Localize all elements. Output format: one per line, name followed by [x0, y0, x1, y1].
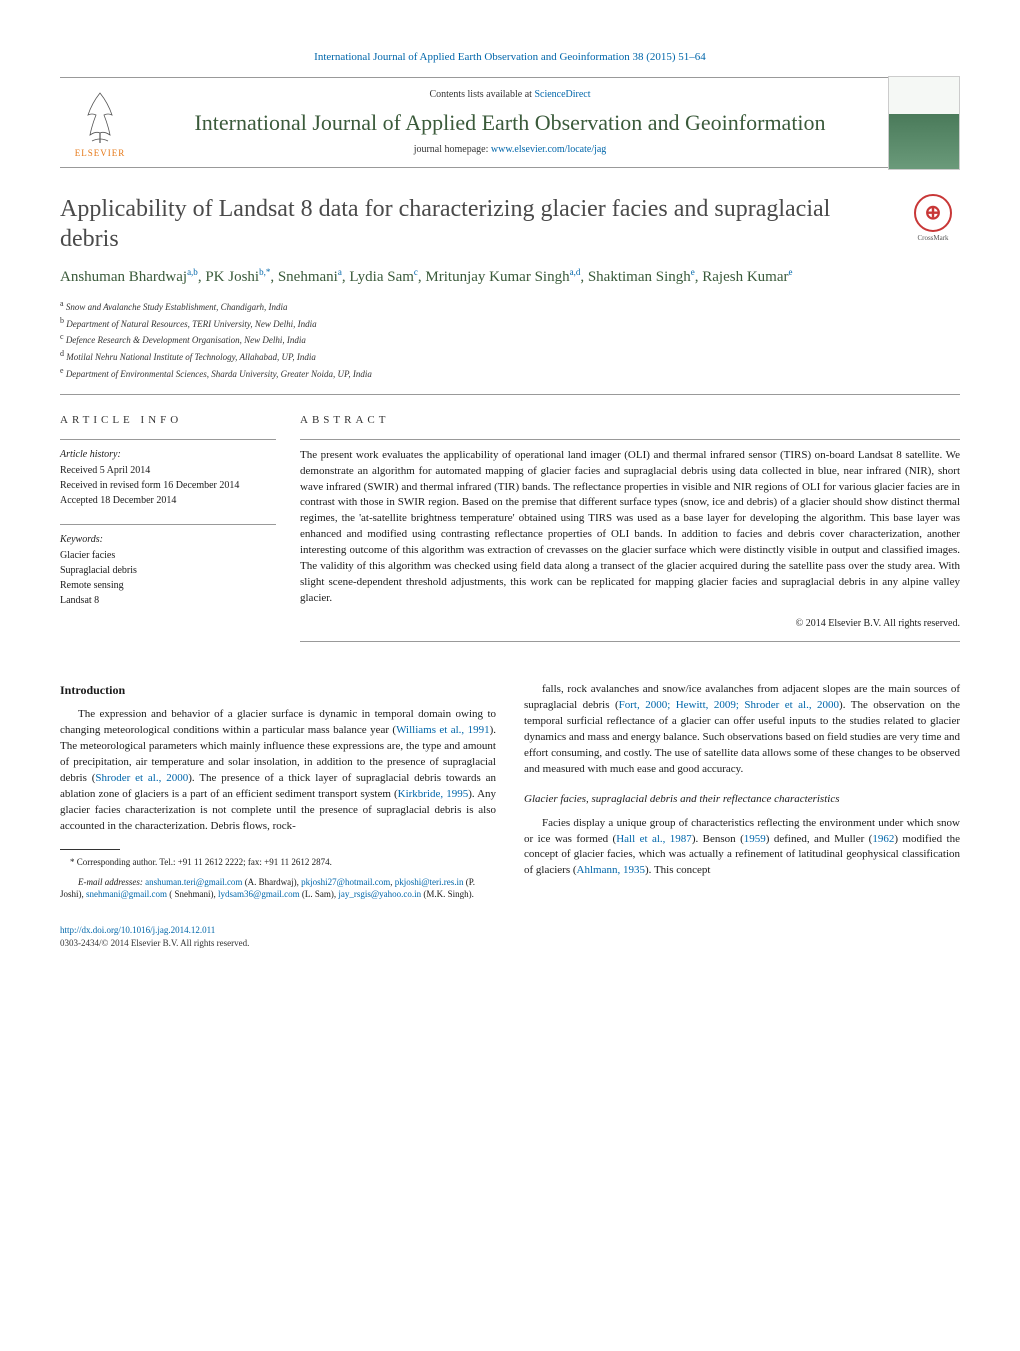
email-link[interactable]: snehmani@gmail.com [86, 889, 167, 899]
homepage-link[interactable]: www.elsevier.com/locate/jag [491, 144, 606, 155]
author-name: Mritunjay Kumar Singh [425, 269, 569, 285]
body-columns: Introduction The expression and behavior… [60, 682, 960, 900]
publisher-logo: ELSEVIER [60, 78, 140, 168]
keywords-title: Keywords: [60, 533, 276, 547]
citation[interactable]: Williams et al., 1991 [396, 724, 489, 736]
homepage-prefix: journal homepage: [414, 144, 491, 155]
citation[interactable]: 1962 [872, 833, 894, 845]
citation[interactable]: Fort, 2000; Hewitt, 2009; Shroder et al.… [619, 699, 839, 711]
doi-link[interactable]: http://dx.doi.org/10.1016/j.jag.2014.12.… [60, 925, 215, 935]
article-title: Applicability of Landsat 8 data for char… [60, 194, 960, 254]
contents-available-line: Contents lists available at ScienceDirec… [180, 88, 840, 102]
affiliation: d Motilal Nehru National Institute of Te… [60, 348, 960, 364]
history-accepted: Accepted 18 December 2014 [60, 494, 276, 508]
section-heading-introduction: Introduction [60, 682, 496, 699]
affiliation: b Department of Natural Resources, TERI … [60, 315, 960, 331]
crossmark-icon: ⊕ [914, 194, 952, 232]
author-affiliation-marker: e [788, 267, 792, 277]
citation[interactable]: 1959 [744, 833, 766, 845]
author-affiliation-marker: e [691, 267, 695, 277]
footnote-separator [60, 849, 120, 850]
body-paragraph: The expression and behavior of a glacier… [60, 707, 496, 835]
info-abstract-row: ARTICLE INFO Article history: Received 5… [60, 394, 960, 642]
crossmark-badge[interactable]: ⊕ CrossMark [906, 194, 960, 248]
citation-link[interactable]: International Journal of Applied Earth O… [314, 51, 706, 63]
journal-title: International Journal of Applied Earth O… [180, 110, 840, 136]
abstract-column: ABSTRACT The present work evaluates the … [300, 413, 960, 642]
citation[interactable]: Ahlmann, 1935 [577, 864, 645, 876]
elsevier-tree-icon [72, 85, 128, 145]
email-link[interactable]: lydsam36@gmail.com [218, 889, 300, 899]
citation[interactable]: Hall et al., 1987 [616, 833, 692, 845]
banner-center: Contents lists available at ScienceDirec… [60, 88, 960, 156]
affiliations-list: a Snow and Avalanche Study Establishment… [60, 298, 960, 380]
keywords-block: Keywords: Glacier facies Supraglacial de… [60, 524, 276, 608]
article-info-column: ARTICLE INFO Article history: Received 5… [60, 413, 300, 642]
email-link[interactable]: pkjoshi@teri.res.in [395, 877, 464, 887]
affiliation: c Defence Research & Development Organis… [60, 331, 960, 347]
page-footer: http://dx.doi.org/10.1016/j.jag.2014.12.… [60, 924, 960, 949]
keyword: Supraglacial debris [60, 564, 276, 578]
author-affiliation-marker: b,* [259, 267, 270, 277]
header-citation: International Journal of Applied Earth O… [60, 50, 960, 65]
citation[interactable]: Shroder et al., 2000 [95, 772, 188, 784]
author-affiliation-marker: a,d [570, 267, 581, 277]
history-received: Received 5 April 2014 [60, 464, 276, 478]
author-affiliation-marker: a,b [187, 267, 198, 277]
affiliation: a Snow and Avalanche Study Establishment… [60, 298, 960, 314]
crossmark-label: CrossMark [917, 234, 948, 244]
corresponding-author-footnote: * Corresponding author. Tel.: +91 11 261… [60, 856, 496, 900]
article-info-label: ARTICLE INFO [60, 413, 276, 428]
footnote-emails: E-mail addresses: anshuman.teri@gmail.co… [60, 876, 496, 900]
author-name: Rajesh Kumar [702, 269, 788, 285]
author-name: PK Joshi [205, 269, 259, 285]
abstract-rule [300, 641, 960, 642]
article-page: International Journal of Applied Earth O… [0, 0, 1020, 1000]
author-affiliation-marker: a [338, 267, 342, 277]
contents-text: Contents lists available at [429, 89, 534, 100]
citation[interactable]: Ahlmann, 1935 [577, 864, 645, 876]
history-revised: Received in revised form 16 December 201… [60, 479, 276, 493]
sciencedirect-link[interactable]: ScienceDirect [534, 89, 590, 100]
publisher-name: ELSEVIER [75, 147, 126, 160]
article-history: Article history: Received 5 April 2014 R… [60, 439, 276, 508]
journal-homepage-line: journal homepage: www.elsevier.com/locat… [180, 143, 840, 157]
footnote-corr: * Corresponding author. Tel.: +91 11 261… [60, 856, 496, 868]
abstract-label: ABSTRACT [300, 413, 960, 428]
abstract-copyright: © 2014 Elsevier B.V. All rights reserved… [300, 617, 960, 631]
author-list: Anshuman Bhardwaja,b, PK Joshib,*, Snehm… [60, 266, 960, 289]
citation[interactable]: Kirkbride, 1995 [398, 788, 469, 800]
subsection-heading: Glacier facies, supraglacial debris and … [524, 792, 960, 808]
email-label: E-mail addresses: [78, 877, 145, 887]
affiliation: e Department of Environmental Sciences, … [60, 365, 960, 381]
title-block: Applicability of Landsat 8 data for char… [60, 194, 960, 254]
email-link[interactable]: jay_rsgis@yahoo.co.in [338, 889, 421, 899]
issn-copyright: 0303-2434/© 2014 Elsevier B.V. All right… [60, 938, 249, 948]
journal-cover-thumbnail [888, 76, 960, 170]
author-name: Snehmani [278, 269, 338, 285]
journal-banner: ELSEVIER Contents lists available at Sci… [60, 77, 960, 167]
email-link[interactable]: anshuman.teri@gmail.com [145, 877, 242, 887]
author-affiliation-marker: c [414, 267, 418, 277]
body-paragraph: falls, rock avalanches and snow/ice aval… [524, 682, 960, 778]
body-paragraph: Facies display a unique group of charact… [524, 816, 960, 880]
author-name: Anshuman Bhardwaj [60, 269, 187, 285]
keyword: Glacier facies [60, 549, 276, 563]
keyword: Remote sensing [60, 579, 276, 593]
abstract-text: The present work evaluates the applicabi… [300, 439, 960, 607]
history-title: Article history: [60, 448, 276, 462]
keyword: Landsat 8 [60, 594, 276, 608]
author-name: Lydia Sam [349, 269, 414, 285]
author-name: Shaktiman Singh [588, 269, 691, 285]
email-link[interactable]: pkjoshi27@hotmail.com [301, 877, 390, 887]
